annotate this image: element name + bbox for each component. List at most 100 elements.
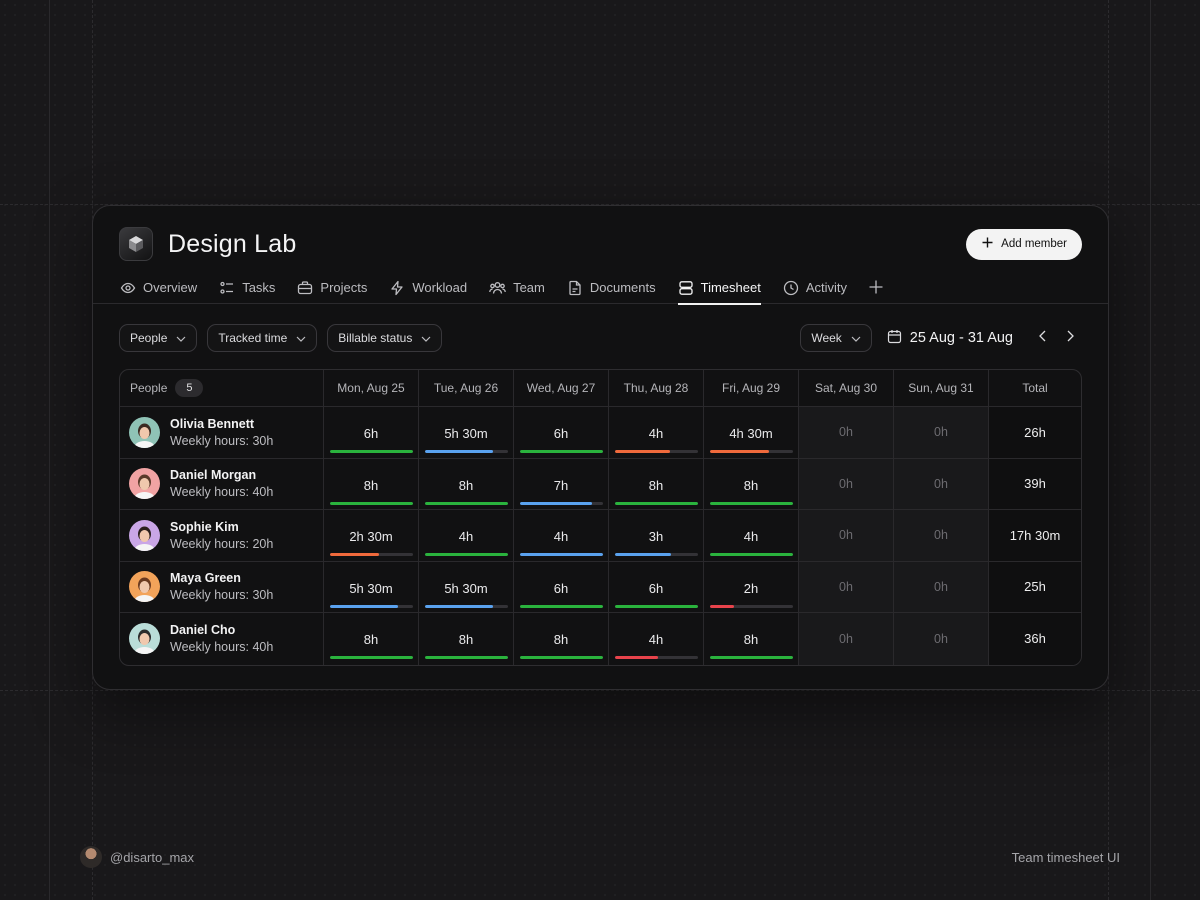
table-body: Olivia Bennett Weekly hours: 30h 6h 5h 30m 6… — [120, 407, 1081, 665]
guide-line — [0, 204, 1200, 205]
day-hours-cell[interactable]: 4h — [514, 510, 609, 561]
person-cell[interactable]: Sophie Kim Weekly hours: 20h — [120, 510, 324, 561]
person-cell[interactable]: Maya Green Weekly hours: 30h — [120, 561, 324, 612]
progress-bar — [709, 553, 793, 556]
person-info: Olivia Bennett Weekly hours: 30h — [170, 417, 273, 448]
day-hours-cell[interactable]: 8h — [324, 613, 419, 665]
person-info: Daniel Cho Weekly hours: 40h — [170, 623, 273, 654]
chevron-left-icon — [1038, 329, 1046, 347]
total-value: 36h — [1024, 631, 1046, 647]
day-hours-cell[interactable]: 2h — [704, 561, 799, 612]
weekend-hours-cell[interactable]: 0h — [894, 510, 989, 561]
tab-overview[interactable]: Overview — [120, 276, 197, 304]
tab-workload[interactable]: Workload — [389, 276, 467, 304]
plus-icon — [869, 280, 883, 299]
week-select[interactable]: Week — [800, 324, 872, 352]
day-hours-cell[interactable]: 4h — [609, 613, 704, 665]
weekend-hours-cell[interactable]: 0h — [894, 407, 989, 458]
total-hours-cell: 26h — [989, 407, 1081, 458]
day-hours-cell[interactable]: 8h — [419, 613, 514, 665]
hours-value: 5h 30m — [349, 580, 393, 596]
previous-week-button[interactable] — [1031, 327, 1053, 349]
person-cell[interactable]: Olivia Bennett Weekly hours: 30h — [120, 407, 324, 458]
hours-value: 3h — [648, 529, 664, 544]
day-hours-cell[interactable]: 2h 30m — [324, 510, 419, 561]
progress-fill — [614, 656, 658, 659]
day-hours-cell[interactable]: 5h 30m — [324, 561, 419, 612]
weekend-hours-cell[interactable]: 0h — [894, 561, 989, 612]
day-hours-cell[interactable]: 4h — [704, 510, 799, 561]
day-hours-cell[interactable]: 8h — [609, 458, 704, 509]
day-hours-cell[interactable]: 7h — [514, 458, 609, 509]
total-value: 26h — [1024, 424, 1046, 440]
person-cell[interactable]: Daniel Cho Weekly hours: 40h — [120, 613, 324, 665]
frame-line — [1150, 0, 1151, 900]
chevron-right-icon — [1067, 329, 1074, 347]
progress-fill — [614, 604, 698, 608]
tab-projects[interactable]: Projects — [297, 276, 367, 304]
author-avatar — [80, 846, 102, 868]
weekend-hours-cell[interactable]: 0h — [799, 407, 894, 458]
day-hours-cell[interactable]: 3h — [609, 510, 704, 561]
hours-value: 4h — [648, 426, 664, 441]
tab-team[interactable]: Team — [489, 276, 545, 304]
hours-value: 6h — [553, 580, 569, 596]
progress-fill — [709, 450, 770, 453]
person-portrait — [134, 629, 155, 655]
weekend-hours-cell[interactable]: 0h — [799, 561, 894, 612]
author-credit: @disarto_max — [80, 846, 194, 868]
day-hours-cell[interactable]: 4h — [609, 407, 704, 458]
weekend-hours-cell[interactable]: 0h — [799, 510, 894, 561]
chevron-down-icon — [421, 331, 431, 345]
progress-fill — [329, 553, 380, 556]
day-hours-cell[interactable]: 5h 30m — [419, 561, 514, 612]
weekend-hours-cell[interactable]: 0h — [799, 458, 894, 509]
day-hours-cell[interactable]: 6h — [324, 407, 419, 458]
tab-timesheet[interactable]: Timesheet — [677, 276, 762, 305]
weekend-hours-cell[interactable]: 0h — [799, 613, 894, 665]
tab-label: Tasks — [242, 280, 276, 295]
day-hours-cell[interactable]: 5h 30m — [419, 407, 514, 458]
add-member-label: Add member — [1001, 238, 1067, 250]
bolt-icon — [389, 280, 405, 299]
hours-value: 8h — [743, 632, 759, 647]
users-icon — [489, 280, 506, 299]
weekend-hours-cell[interactable]: 0h — [894, 458, 989, 509]
tab-activity[interactable]: Activity — [783, 276, 847, 304]
workspace-logo[interactable] — [119, 227, 153, 261]
day-hours-cell[interactable]: 6h — [514, 561, 609, 612]
progress-bar — [424, 656, 508, 659]
person-info: Maya Green Weekly hours: 30h — [170, 571, 273, 602]
date-range[interactable]: 25 Aug - 31 Aug — [887, 329, 1013, 348]
tab-tasks[interactable]: Tasks — [219, 276, 275, 304]
progress-bar — [519, 604, 603, 608]
day-hours-cell[interactable]: 6h — [609, 561, 704, 612]
table-header-row: People 5 Mon, Aug 25 Tue, Aug 26 Wed, Au… — [120, 370, 1081, 407]
weekend-hours-cell[interactable]: 0h — [894, 613, 989, 665]
progress-bar — [614, 501, 698, 505]
person-cell[interactable]: Daniel Morgan Weekly hours: 40h — [120, 458, 324, 509]
hours-value: 2h 30m — [349, 529, 393, 544]
progress-fill — [329, 501, 413, 505]
people-header-label: People — [130, 381, 168, 395]
tab-documents[interactable]: Documents — [567, 276, 656, 304]
day-hours-cell[interactable]: 6h — [514, 407, 609, 458]
next-week-button[interactable] — [1059, 327, 1081, 349]
day-hours-cell[interactable]: 8h — [704, 458, 799, 509]
day-hours-cell[interactable]: 8h — [514, 613, 609, 665]
day-hours-cell[interactable]: 8h — [419, 458, 514, 509]
day-hours-cell[interactable]: 4h 30m — [704, 407, 799, 458]
progress-bar — [519, 553, 603, 556]
people-filter[interactable]: People — [119, 324, 198, 352]
billable-status-filter[interactable]: Billable status — [327, 324, 443, 352]
people-column-header[interactable]: People 5 — [120, 370, 324, 406]
day-hours-cell[interactable]: 8h — [324, 458, 419, 509]
day-hours-cell[interactable]: 8h — [704, 613, 799, 665]
progress-bar — [614, 450, 698, 453]
add-member-button[interactable]: Add member — [966, 228, 1082, 260]
hours-value: 4h — [458, 529, 474, 544]
avatar — [129, 571, 160, 603]
add-tab-button[interactable] — [869, 276, 883, 303]
tracked-time-filter[interactable]: Tracked time — [207, 324, 318, 352]
day-hours-cell[interactable]: 4h — [419, 510, 514, 561]
